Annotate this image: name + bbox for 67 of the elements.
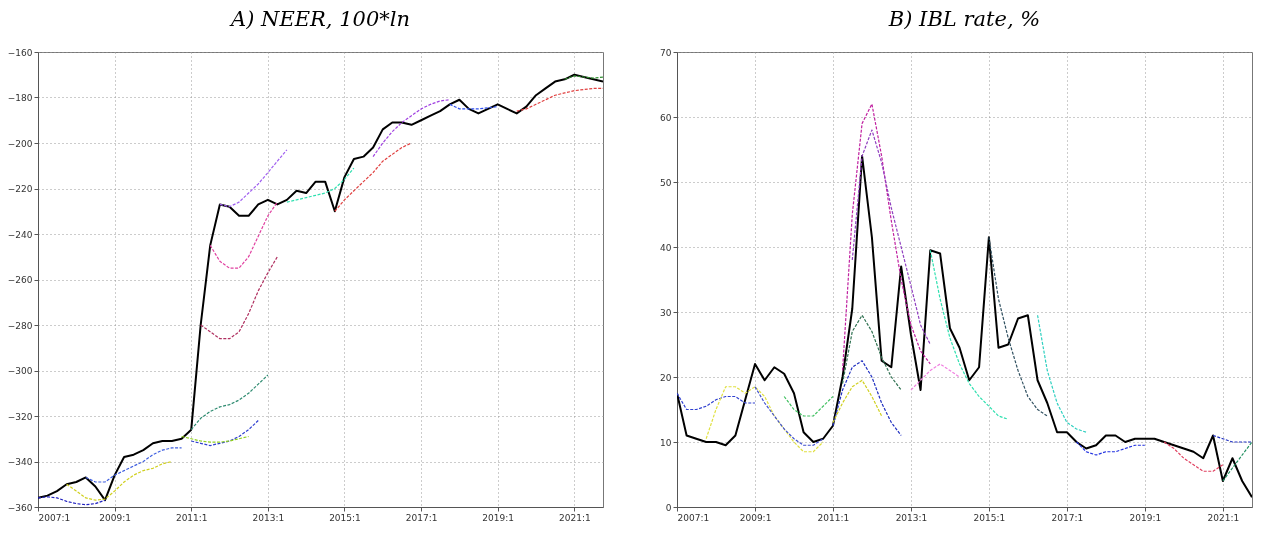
line-series (200, 256, 278, 340)
line-series (1163, 441, 1224, 472)
line-series (516, 87, 603, 112)
x-tick-label: 2021:1 (1207, 512, 1240, 523)
x-tick-label: 2013:1 (252, 512, 285, 523)
line-series (190, 374, 269, 431)
x-tick-label: 2019:1 (1129, 512, 1162, 523)
line-series (66, 460, 173, 501)
y-tick-label: 40 (660, 242, 672, 253)
line-series (910, 363, 961, 391)
y-tick-label: −240 (7, 229, 33, 240)
line-series (372, 99, 451, 158)
y-tick-label: 20 (660, 372, 672, 383)
y-tick-label: −300 (7, 366, 33, 376)
y-tick-label: 50 (660, 177, 672, 188)
line-series (286, 167, 355, 203)
x-tick-label: 2013:1 (895, 512, 928, 523)
x-tick-label: 2015:1 (329, 512, 361, 523)
x-tick-label: 2017:1 (405, 512, 438, 523)
y-tick-label: 30 (660, 307, 672, 318)
line-series (38, 73, 603, 502)
x-tick-label: 2009:1 (99, 512, 131, 523)
line-series (38, 496, 106, 506)
x-tick-label: 2011:1 (175, 512, 208, 523)
line-series (190, 419, 259, 447)
chart-title: B) IBL rate, % (887, 7, 1041, 31)
y-tick-label: −160 (7, 47, 33, 58)
line-series (1222, 441, 1252, 482)
line-series (988, 236, 1048, 417)
y-tick-label: 10 (660, 437, 672, 448)
line-series (209, 201, 278, 269)
line-series (929, 249, 1009, 420)
y-tick-label: 70 (660, 47, 672, 58)
x-tick-label: 2017:1 (1051, 512, 1084, 523)
line-series (754, 386, 824, 446)
y-tick-label: −220 (7, 184, 33, 194)
y-tick-label: −260 (7, 275, 33, 285)
x-tick-label: 2009:1 (739, 512, 772, 523)
chart-title: A) NEER, 100*ln (228, 7, 411, 31)
line-series (841, 103, 931, 372)
y-tick-label: −280 (7, 320, 33, 331)
line-series (85, 447, 183, 483)
y-tick-label: −180 (7, 93, 33, 103)
line-series (851, 129, 931, 346)
x-tick-label: 2011:1 (817, 512, 850, 523)
line-series (334, 142, 413, 212)
line-series (677, 155, 1252, 499)
x-tick-label: 2007:1 (677, 512, 710, 523)
line-series (841, 314, 902, 391)
y-tick-label: 0 (665, 502, 672, 513)
x-tick-label: 2021:1 (559, 512, 591, 523)
y-tick-label: −340 (7, 457, 33, 467)
line-series (705, 386, 824, 453)
line-series (783, 395, 834, 417)
line-series (832, 360, 902, 437)
y-tick-label: −200 (7, 138, 33, 149)
line-series (832, 379, 883, 424)
y-tick-label: −320 (7, 411, 33, 422)
x-tick-label: 2019:1 (482, 512, 515, 523)
line-series (677, 392, 756, 411)
x-tick-label: 2015:1 (973, 512, 1006, 523)
line-series (1036, 314, 1087, 433)
line-series (1075, 441, 1146, 456)
y-tick-label: 60 (660, 112, 672, 123)
y-tick-label: −360 (7, 502, 33, 513)
x-tick-label: 2007:1 (38, 512, 71, 523)
line-series (219, 149, 288, 208)
